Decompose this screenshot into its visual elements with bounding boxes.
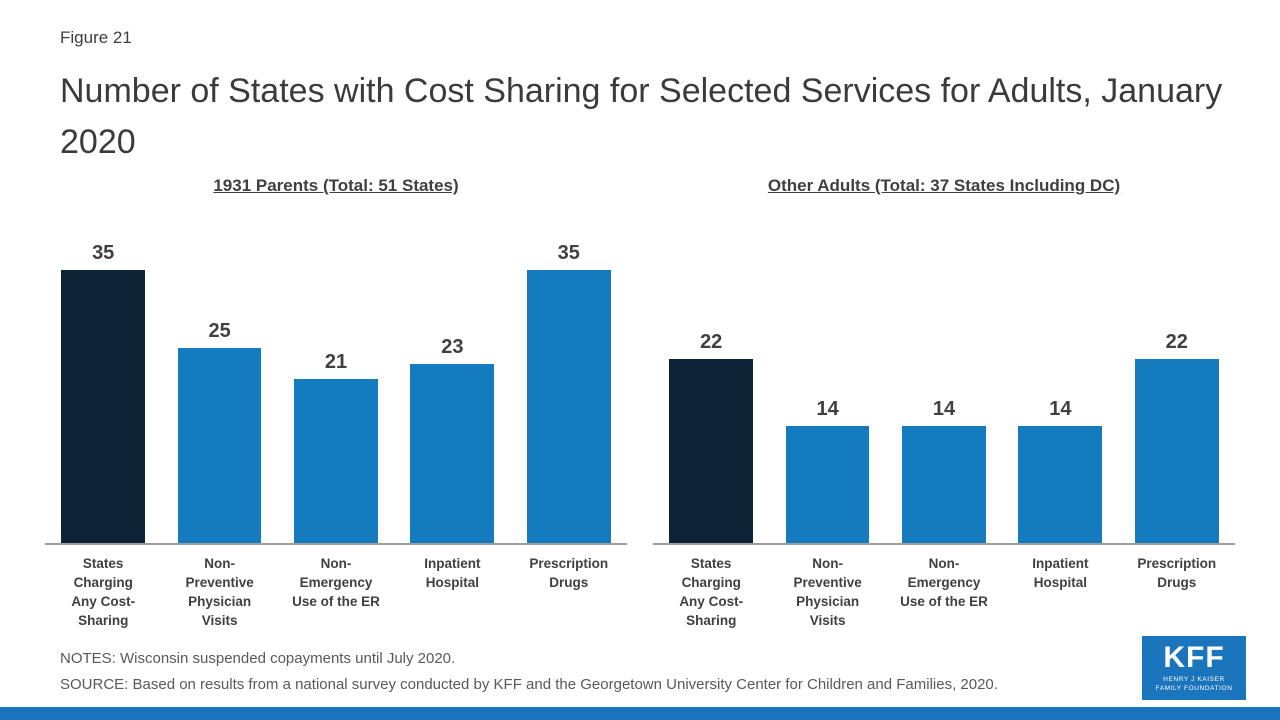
bar-value-label: 21 xyxy=(324,351,348,373)
bar-value-label: 35 xyxy=(557,242,580,264)
kff-logo-subtext-line1: HENRY J KAISER xyxy=(1163,676,1225,684)
bar xyxy=(177,348,262,543)
bar xyxy=(61,270,146,543)
bar-column: 35 xyxy=(45,242,161,543)
kff-logo: KFF HENRY J KAISER FAMILY FOUNDATION xyxy=(1142,636,1246,700)
kff-logo-subtext-line2: FAMILY FOUNDATION xyxy=(1155,684,1233,692)
bar-column: 14 xyxy=(769,398,885,543)
page-title: Number of States with Cost Sharing for S… xyxy=(60,72,1223,161)
bar-column: 21 xyxy=(278,351,394,543)
kff-logo-subtext: HENRY J KAISER FAMILY FOUNDATION xyxy=(1155,676,1232,693)
category-labels-row: States Charging Any Cost- Sharing Non- Pr… xyxy=(653,545,1235,631)
bar xyxy=(410,364,495,543)
chart-section: 1931 Parents (Total: 51 States) 35 25 21 23… xyxy=(45,176,1235,631)
bars-row: 35 25 21 23 35 xyxy=(45,241,627,543)
bar xyxy=(1018,426,1103,543)
notes-text: NOTES: Wisconsin suspended copayments un… xyxy=(60,650,456,667)
category-label: Inpatient Hospital xyxy=(1032,556,1089,590)
bar xyxy=(902,426,986,543)
category-label: Prescription Drugs xyxy=(1137,556,1217,590)
bar-value-label: 22 xyxy=(1165,331,1188,353)
bars-row: 22 14 14 14 22 xyxy=(653,241,1235,543)
category-labels-row: States Charging Any Cost- Sharing Non- Pr… xyxy=(45,545,627,631)
bar xyxy=(294,379,378,543)
figure-label: Figure 21 xyxy=(60,28,132,47)
panel-title-parents: 1931 Parents (Total: 51 States) xyxy=(213,176,459,195)
category-label: Non- Emergency Use of the ER xyxy=(292,556,380,609)
bar xyxy=(1134,359,1219,543)
bottom-accent-bar xyxy=(0,707,1280,720)
bar-value-label: 14 xyxy=(932,398,956,420)
x-axis-line xyxy=(653,543,1235,545)
bar-column: 22 xyxy=(653,331,769,543)
source-text: SOURCE: Based on results from a national… xyxy=(60,676,998,693)
bar-value-label: 14 xyxy=(1049,398,1072,420)
category-label: States Charging Any Cost- Sharing xyxy=(71,556,136,628)
x-axis-line xyxy=(45,543,627,545)
bar-column: 14 xyxy=(886,398,1002,543)
category-label: States Charging Any Cost- Sharing xyxy=(679,556,744,628)
bar-value-label: 35 xyxy=(92,242,115,264)
bar-value-label: 22 xyxy=(700,331,723,353)
bar xyxy=(785,426,870,543)
panel-other-adults: Other Adults (Total: 37 States Including… xyxy=(653,176,1235,631)
bar-value-label: 23 xyxy=(441,336,464,358)
kff-logo-text: KFF xyxy=(1163,641,1225,675)
bar xyxy=(669,359,754,543)
category-label: Non- Emergency Use of the ER xyxy=(900,556,988,609)
bar-value-label: 14 xyxy=(816,398,839,420)
category-label: Non- Preventive Physician Visits xyxy=(793,556,862,628)
bar-column: 14 xyxy=(1002,398,1118,543)
bar-column: 25 xyxy=(161,320,277,543)
panel-parents: 1931 Parents (Total: 51 States) 35 25 21 23… xyxy=(45,176,627,631)
bar-column: 35 xyxy=(511,242,627,543)
panel-title-other-adults: Other Adults (Total: 37 States Including… xyxy=(767,176,1121,195)
category-label: Inpatient Hospital xyxy=(424,556,481,590)
bar-column: 23 xyxy=(394,336,510,543)
category-label: Prescription Drugs xyxy=(529,556,609,590)
bar-value-label: 25 xyxy=(208,320,231,342)
category-label: Non- Preventive Physician Visits xyxy=(185,556,254,628)
bar xyxy=(526,270,611,543)
bar-column: 22 xyxy=(1119,331,1235,543)
